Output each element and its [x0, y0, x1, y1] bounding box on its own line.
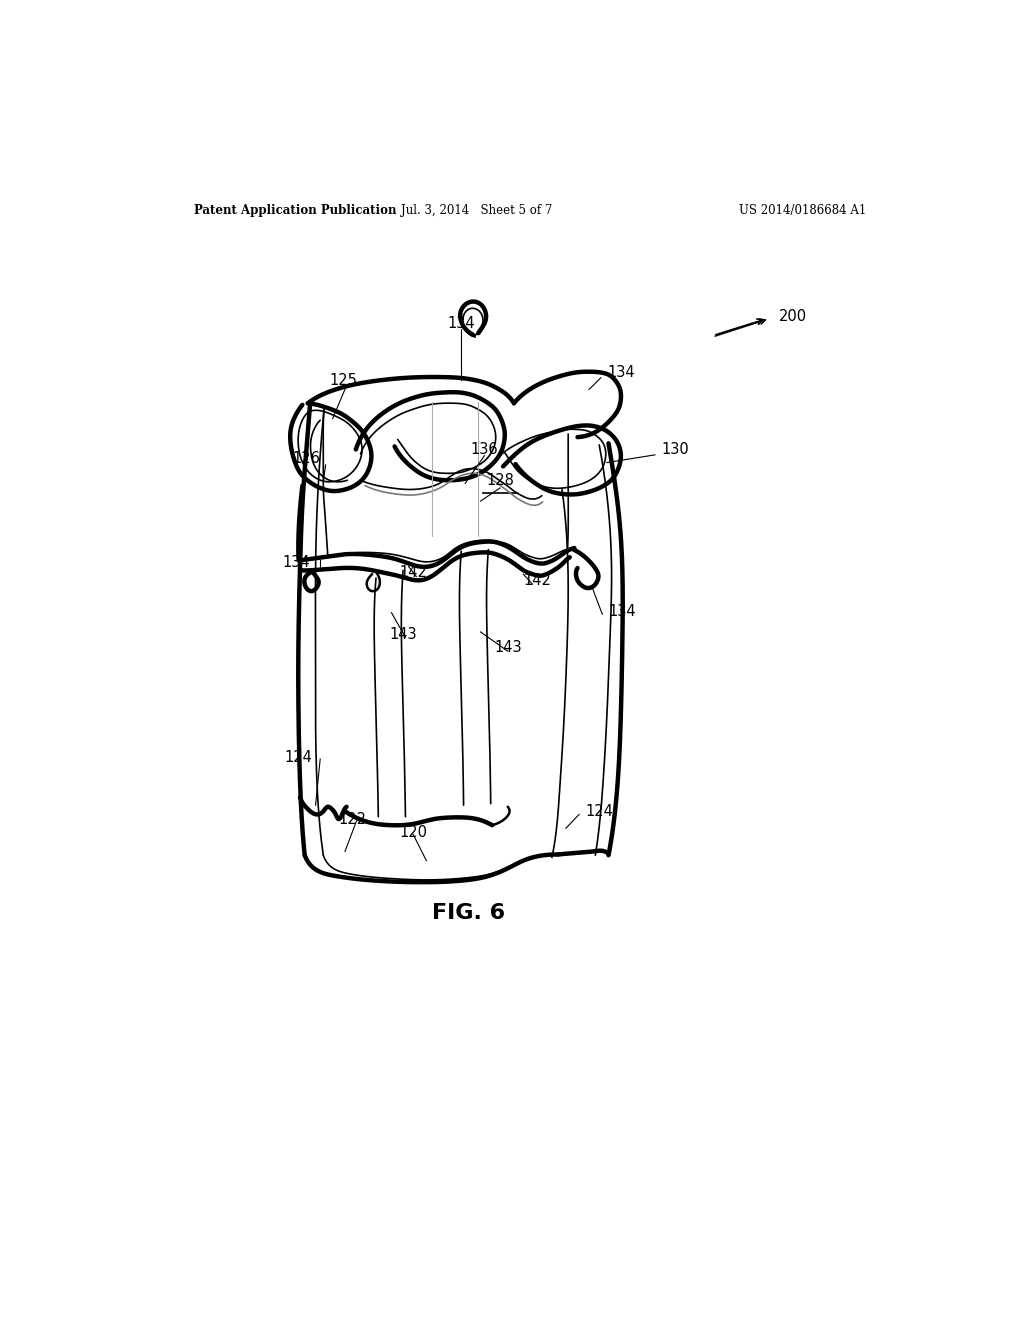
Text: 142: 142 [523, 573, 551, 587]
Text: US 2014/0186684 A1: US 2014/0186684 A1 [738, 205, 866, 218]
Text: 134: 134 [608, 603, 636, 619]
Text: 122: 122 [339, 812, 367, 826]
Text: 120: 120 [399, 825, 427, 840]
Text: 143: 143 [389, 627, 417, 642]
Text: 124: 124 [586, 804, 613, 818]
Text: 134: 134 [283, 556, 310, 570]
Text: 200: 200 [779, 309, 807, 323]
Text: 134: 134 [447, 317, 475, 331]
Text: 128: 128 [486, 473, 514, 488]
Text: 136: 136 [471, 442, 499, 457]
Text: 126: 126 [292, 451, 321, 466]
Text: 130: 130 [662, 442, 689, 457]
Text: 124: 124 [285, 750, 312, 766]
Text: Jul. 3, 2014   Sheet 5 of 7: Jul. 3, 2014 Sheet 5 of 7 [401, 205, 552, 218]
Text: 134: 134 [607, 364, 635, 380]
Text: 125: 125 [330, 372, 357, 388]
Text: 142: 142 [399, 565, 427, 581]
Text: Patent Application Publication: Patent Application Publication [194, 205, 396, 218]
Text: FIG. 6: FIG. 6 [432, 903, 506, 923]
Text: 143: 143 [494, 640, 521, 655]
